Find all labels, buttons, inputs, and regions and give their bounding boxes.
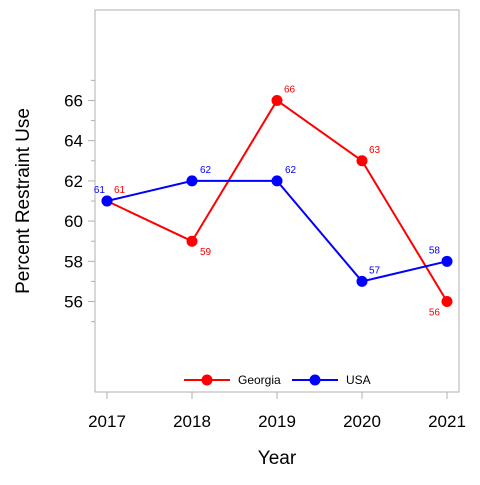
data-label: 62 (285, 165, 297, 176)
data-point (101, 195, 113, 207)
data-label: 56 (429, 308, 441, 319)
x-axis-title: Year (258, 448, 297, 469)
y-tick-label: 66 (64, 91, 83, 110)
data-point (356, 155, 368, 167)
data-point (441, 296, 453, 308)
data-label: 61 (114, 185, 126, 196)
data-point (271, 94, 283, 106)
data-point (441, 255, 453, 267)
y-tick-label: 62 (64, 172, 83, 191)
y-tick-label: 64 (64, 132, 83, 151)
y-axis-title: Percent Restraint Use (13, 108, 34, 294)
legend-label: Georgia (238, 373, 281, 387)
series-usa: 61 62 62 57 58 (94, 165, 453, 287)
legend: Georgia USA (184, 373, 371, 387)
y-tick-label: 60 (64, 212, 83, 231)
x-tick-label: 2019 (258, 412, 296, 431)
y-tick-label: 56 (64, 293, 83, 312)
y-axis: 56 58 60 62 64 66 (64, 79, 95, 323)
data-point (271, 175, 283, 187)
x-tick-label: 2017 (88, 412, 126, 431)
legend-marker (201, 374, 213, 386)
data-label: 61 (94, 185, 106, 196)
x-tick-label: 2021 (428, 412, 466, 431)
series-layer: 61 59 66 63 56 61 62 62 57 58 (94, 84, 453, 319)
data-label: 57 (369, 265, 381, 276)
data-point (356, 275, 368, 287)
legend-label: USA (346, 373, 371, 387)
x-tick-label: 2020 (343, 412, 381, 431)
data-point (186, 235, 198, 247)
data-label: 58 (429, 245, 441, 256)
data-label: 59 (200, 247, 212, 258)
legend-marker (309, 374, 321, 386)
data-label: 63 (369, 145, 381, 156)
x-axis: 2017 2018 2019 2020 2021 (88, 392, 466, 431)
y-tick-label: 58 (64, 252, 83, 271)
data-label: 62 (200, 165, 212, 176)
data-point (186, 175, 198, 187)
x-tick-label: 2018 (173, 412, 211, 431)
data-label: 66 (284, 84, 296, 95)
